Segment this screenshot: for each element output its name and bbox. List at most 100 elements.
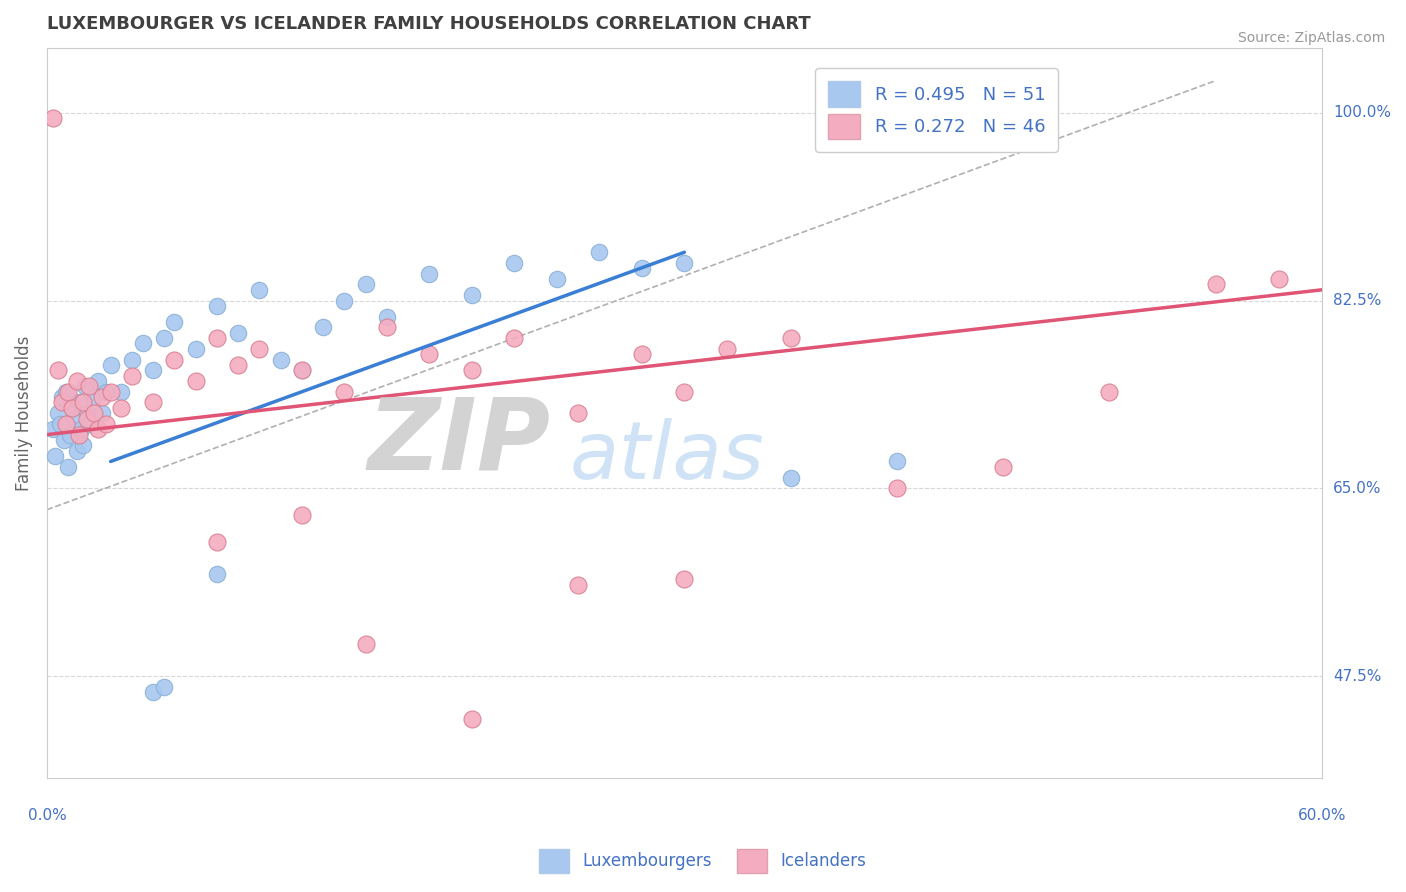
Point: [46, 363, 69, 377]
Point: [354, 637, 377, 651]
Point: [91, 406, 114, 420]
Text: 82.5%: 82.5%: [1333, 293, 1381, 308]
Point: [87, 374, 110, 388]
Point: [886, 481, 908, 495]
Point: [96, 417, 118, 431]
Point: [247, 283, 270, 297]
Point: [163, 315, 186, 329]
Point: [226, 358, 249, 372]
Point: [96, 384, 118, 399]
Point: [779, 331, 801, 345]
Point: [91, 390, 114, 404]
Text: 0.0%: 0.0%: [28, 808, 66, 823]
Point: [354, 277, 377, 292]
Text: Source: ZipAtlas.com: Source: ZipAtlas.com: [1237, 31, 1385, 45]
Point: [87, 422, 110, 436]
Point: [631, 347, 654, 361]
Point: [100, 358, 122, 372]
Point: [42, 422, 65, 436]
Point: [46, 406, 69, 420]
Point: [886, 454, 908, 468]
Point: [291, 363, 314, 377]
Point: [100, 384, 122, 399]
Point: [76, 411, 98, 425]
Point: [461, 712, 484, 726]
Point: [716, 342, 738, 356]
Point: [110, 401, 132, 415]
Point: [779, 470, 801, 484]
Point: [205, 331, 228, 345]
Point: [461, 288, 484, 302]
Point: [1205, 277, 1227, 292]
Point: [142, 395, 165, 409]
Point: [567, 406, 589, 420]
Point: [70, 422, 93, 436]
Point: [503, 331, 526, 345]
Point: [226, 326, 249, 340]
Point: [72, 438, 94, 452]
Point: [142, 363, 165, 377]
Point: [673, 256, 696, 270]
Point: [1098, 384, 1121, 399]
Legend: Luxembourgers, Icelanders: Luxembourgers, Icelanders: [533, 842, 873, 880]
Text: 60.0%: 60.0%: [1298, 808, 1346, 823]
Point: [205, 567, 228, 582]
Point: [67, 427, 90, 442]
Y-axis label: Family Households: Family Households: [15, 335, 32, 491]
Point: [59, 427, 82, 442]
Point: [567, 578, 589, 592]
Text: ZIP: ZIP: [367, 394, 551, 491]
Legend: R = 0.495   N = 51, R = 0.272   N = 46: R = 0.495 N = 51, R = 0.272 N = 46: [815, 69, 1057, 152]
Point: [588, 245, 610, 260]
Point: [205, 535, 228, 549]
Point: [55, 384, 77, 399]
Text: atlas: atlas: [569, 418, 765, 496]
Point: [270, 352, 292, 367]
Point: [52, 433, 75, 447]
Point: [42, 111, 65, 125]
Text: 65.0%: 65.0%: [1333, 481, 1382, 496]
Point: [184, 342, 207, 356]
Point: [121, 352, 143, 367]
Point: [291, 363, 314, 377]
Point: [60, 401, 83, 415]
Point: [333, 293, 356, 308]
Point: [66, 374, 89, 388]
Point: [75, 379, 97, 393]
Point: [247, 342, 270, 356]
Point: [184, 374, 207, 388]
Text: 100.0%: 100.0%: [1333, 105, 1391, 120]
Point: [83, 390, 105, 404]
Text: 47.5%: 47.5%: [1333, 668, 1381, 683]
Point: [291, 508, 314, 522]
Point: [152, 680, 174, 694]
Point: [152, 331, 174, 345]
Point: [418, 347, 440, 361]
Point: [51, 395, 73, 409]
Point: [163, 352, 186, 367]
Point: [66, 443, 89, 458]
Point: [48, 417, 70, 431]
Point: [79, 379, 101, 393]
Point: [375, 310, 398, 324]
Point: [546, 272, 568, 286]
Point: [51, 390, 73, 404]
Point: [44, 449, 66, 463]
Point: [60, 401, 83, 415]
Point: [418, 267, 440, 281]
Point: [55, 417, 77, 431]
Point: [56, 384, 79, 399]
Point: [375, 320, 398, 334]
Point: [1268, 272, 1291, 286]
Point: [631, 261, 654, 276]
Point: [673, 573, 696, 587]
Point: [110, 384, 132, 399]
Point: [991, 459, 1014, 474]
Point: [142, 685, 165, 699]
Point: [205, 299, 228, 313]
Point: [79, 417, 101, 431]
Point: [503, 256, 526, 270]
Point: [56, 459, 79, 474]
Point: [333, 384, 356, 399]
Point: [67, 395, 90, 409]
